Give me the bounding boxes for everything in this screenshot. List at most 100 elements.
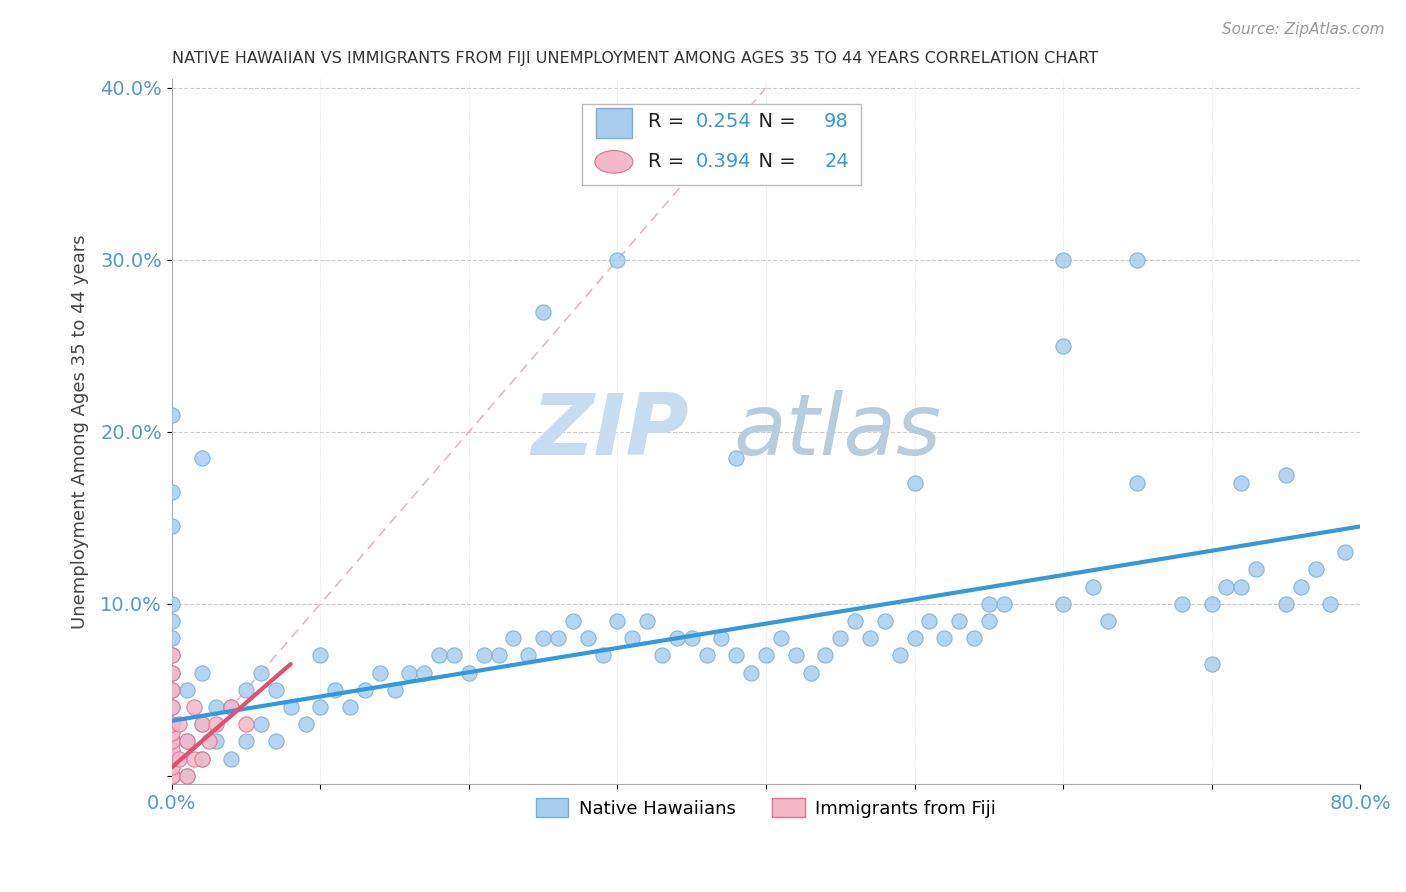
- Point: [799, 665, 821, 680]
- Point: [368, 665, 391, 680]
- Point: [160, 700, 183, 714]
- Point: [636, 614, 658, 628]
- Point: [160, 726, 183, 740]
- Point: [190, 717, 212, 731]
- Point: [160, 751, 183, 765]
- Legend: Native Hawaiians, Immigrants from Fiji: Native Hawaiians, Immigrants from Fiji: [529, 791, 1004, 825]
- Point: [190, 751, 212, 765]
- Point: [993, 597, 1015, 611]
- Point: [1126, 476, 1149, 491]
- Point: [176, 769, 198, 783]
- Point: [665, 632, 688, 646]
- Point: [160, 717, 183, 731]
- Point: [785, 648, 807, 663]
- Text: 0.254: 0.254: [696, 112, 752, 131]
- Point: [160, 769, 183, 783]
- Point: [176, 734, 198, 748]
- Point: [621, 632, 644, 646]
- Point: [710, 632, 733, 646]
- Point: [160, 648, 183, 663]
- Point: [873, 614, 896, 628]
- Point: [606, 614, 628, 628]
- Point: [235, 717, 257, 731]
- Point: [160, 743, 183, 757]
- Point: [844, 614, 866, 628]
- Point: [205, 717, 228, 731]
- Point: [398, 665, 420, 680]
- Point: [160, 597, 183, 611]
- Text: ZIP: ZIP: [531, 391, 689, 474]
- Point: [160, 408, 183, 422]
- Text: R =: R =: [648, 112, 690, 131]
- Point: [1244, 562, 1267, 576]
- Point: [1201, 657, 1223, 671]
- Point: [830, 632, 852, 646]
- Point: [160, 734, 183, 748]
- Point: [1230, 580, 1253, 594]
- Point: [918, 614, 941, 628]
- Point: [977, 614, 1000, 628]
- Point: [160, 760, 183, 774]
- Text: 0.394: 0.394: [696, 153, 751, 171]
- Text: NATIVE HAWAIIAN VS IMMIGRANTS FROM FIJI UNEMPLOYMENT AMONG AGES 35 TO 44 YEARS C: NATIVE HAWAIIAN VS IMMIGRANTS FROM FIJI …: [172, 51, 1098, 66]
- Point: [160, 682, 183, 697]
- Point: [160, 485, 183, 500]
- Point: [219, 700, 242, 714]
- Point: [219, 751, 242, 765]
- Point: [183, 751, 205, 765]
- Point: [160, 519, 183, 533]
- Point: [1171, 597, 1194, 611]
- Point: [1215, 580, 1237, 594]
- Point: [309, 648, 332, 663]
- Circle shape: [595, 151, 633, 173]
- Point: [889, 648, 911, 663]
- Point: [384, 682, 406, 697]
- Point: [198, 734, 221, 748]
- Point: [190, 717, 212, 731]
- Point: [740, 665, 762, 680]
- Point: [903, 632, 925, 646]
- Point: [725, 648, 748, 663]
- Point: [235, 734, 257, 748]
- Point: [160, 648, 183, 663]
- Point: [443, 648, 465, 663]
- Point: [651, 648, 673, 663]
- Point: [561, 614, 583, 628]
- Point: [160, 665, 183, 680]
- Point: [576, 632, 599, 646]
- Point: [517, 648, 540, 663]
- Text: 24: 24: [824, 153, 849, 171]
- Point: [531, 632, 554, 646]
- Point: [176, 769, 198, 783]
- Point: [167, 717, 190, 731]
- Point: [934, 632, 956, 646]
- Point: [592, 648, 614, 663]
- Point: [606, 252, 628, 267]
- Point: [1305, 562, 1327, 576]
- Point: [280, 700, 302, 714]
- Text: N =: N =: [745, 112, 801, 131]
- Point: [160, 717, 183, 731]
- Point: [948, 614, 970, 628]
- Point: [1275, 467, 1298, 482]
- Point: [160, 751, 183, 765]
- Point: [1052, 597, 1074, 611]
- Point: [472, 648, 495, 663]
- Point: [814, 648, 837, 663]
- Point: [725, 450, 748, 465]
- Point: [1319, 597, 1341, 611]
- Point: [977, 597, 1000, 611]
- Point: [160, 614, 183, 628]
- Point: [859, 632, 882, 646]
- FancyBboxPatch shape: [596, 108, 631, 138]
- Point: [903, 476, 925, 491]
- Point: [250, 717, 273, 731]
- Point: [547, 632, 569, 646]
- FancyBboxPatch shape: [582, 104, 860, 186]
- Point: [205, 700, 228, 714]
- Point: [176, 682, 198, 697]
- Point: [167, 751, 190, 765]
- Point: [339, 700, 361, 714]
- Point: [531, 304, 554, 318]
- Point: [1126, 252, 1149, 267]
